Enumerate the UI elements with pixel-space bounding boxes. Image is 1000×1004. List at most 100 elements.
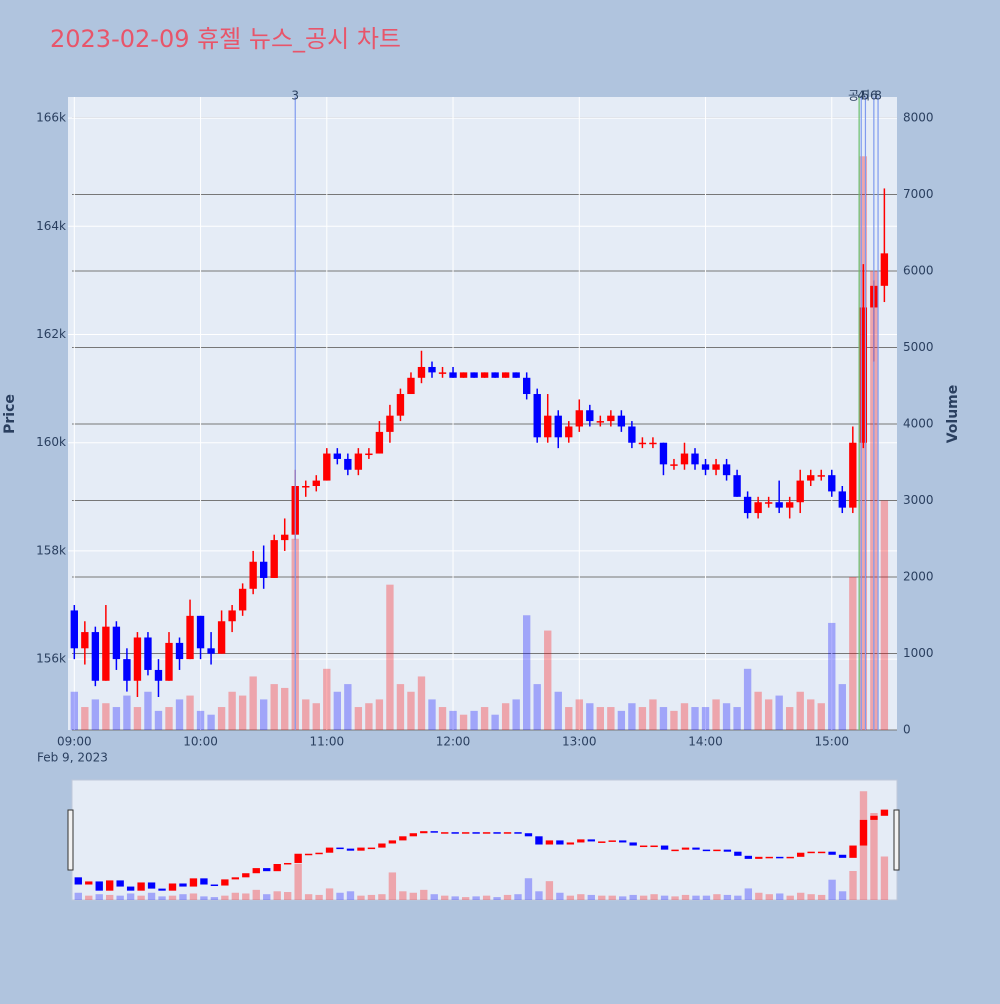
candle-body <box>670 464 678 466</box>
preview-volume <box>158 896 166 900</box>
candle-body <box>249 561 257 589</box>
candle-body <box>238 588 247 611</box>
volume-bar <box>186 695 194 730</box>
preview-candle <box>639 845 648 848</box>
preview-volume <box>399 891 407 900</box>
preview-candle <box>671 849 679 852</box>
candle-body <box>617 415 626 427</box>
preview-candle <box>283 862 292 865</box>
candle-body <box>775 502 783 508</box>
preview-candle <box>252 868 260 874</box>
preview-candle <box>95 881 103 891</box>
volume-bar <box>196 710 205 730</box>
preview-candle <box>566 842 575 845</box>
preview-candle <box>273 864 281 872</box>
preview-candle <box>598 841 606 843</box>
candle-body <box>691 453 699 465</box>
candle-body <box>628 426 636 443</box>
preview-candle <box>629 842 637 846</box>
preview-candle <box>702 849 711 852</box>
volume-bar <box>722 703 731 730</box>
preview-candle <box>587 839 595 842</box>
preview-candle <box>503 832 512 834</box>
preview-candle <box>294 853 302 863</box>
preview-candle <box>880 809 889 816</box>
volume-bar <box>712 699 720 730</box>
range-handle-left[interactable] <box>67 809 74 871</box>
candle-body <box>270 540 278 578</box>
preview-volume <box>179 894 187 900</box>
preview-volume <box>357 895 365 900</box>
preview-volume <box>116 895 124 900</box>
preview-volume <box>796 892 805 900</box>
preview-volume <box>378 894 386 900</box>
preview-volume <box>608 895 616 900</box>
candle-body <box>838 491 846 508</box>
volume-bar <box>680 703 689 730</box>
volume-bar <box>428 699 436 730</box>
preview-candle <box>472 832 480 834</box>
chart-title: 2023-02-09 휴젤 뉴스_공시 차트 <box>50 25 401 53</box>
volume-bar <box>91 699 100 730</box>
candle-body <box>544 415 552 438</box>
volume-bar <box>281 687 289 730</box>
preview-candle <box>556 840 564 845</box>
preview-volume <box>650 894 658 900</box>
preview-candle <box>179 883 187 887</box>
range-slider[interactable] <box>71 779 898 901</box>
preview-volume <box>493 897 501 900</box>
preview-candle <box>482 832 491 834</box>
volume-bar <box>449 710 457 730</box>
preview-volume <box>304 894 313 900</box>
preview-volume <box>629 894 637 900</box>
volume-bar <box>70 691 78 730</box>
preview-candle <box>713 849 721 852</box>
candle-body <box>743 496 752 514</box>
candle-body <box>733 475 741 497</box>
candle-body <box>259 561 268 578</box>
volume-bar <box>133 707 142 730</box>
volume-bar <box>165 707 173 730</box>
volume-bar <box>396 684 405 730</box>
candle-body <box>523 377 531 395</box>
news-label: 공시 <box>848 89 870 103</box>
preview-volume <box>535 891 543 900</box>
candle-body <box>659 442 668 465</box>
y2-tick-label: 1000 <box>903 646 934 660</box>
volume-bar <box>659 707 668 730</box>
preview-candle <box>514 832 522 834</box>
preview-candle <box>126 886 135 891</box>
y2-axis-title: Volume <box>945 385 961 444</box>
preview-volume <box>598 895 606 900</box>
volume-bar <box>501 703 510 730</box>
preview-volume <box>126 893 135 900</box>
y2-tick-label: 8000 <box>903 111 934 125</box>
preview-candle <box>399 836 407 841</box>
candle-body <box>533 394 541 438</box>
preview-volume <box>880 856 889 900</box>
volume-bar <box>270 684 278 730</box>
preview-candle <box>828 851 836 855</box>
preview-candle <box>378 843 386 848</box>
preview-volume <box>786 895 794 900</box>
preview-volume <box>336 892 344 900</box>
candle-body <box>91 632 100 681</box>
volume-bar <box>575 699 583 730</box>
preview-volume <box>106 894 114 900</box>
candle-body <box>680 453 689 465</box>
volume-bar <box>849 577 857 730</box>
candle-body <box>607 415 615 422</box>
volume-bar <box>544 630 552 730</box>
preview-candle <box>441 832 449 834</box>
candle-body <box>354 453 363 470</box>
preview-volume <box>734 895 742 900</box>
candle-body <box>144 637 152 670</box>
candle-body <box>828 475 836 492</box>
preview-volume <box>231 892 240 900</box>
volume-bar <box>175 699 184 730</box>
candle-body <box>501 372 510 378</box>
candle-body <box>228 610 236 622</box>
range-handle-right[interactable] <box>893 809 900 871</box>
volume-bar <box>786 707 794 730</box>
